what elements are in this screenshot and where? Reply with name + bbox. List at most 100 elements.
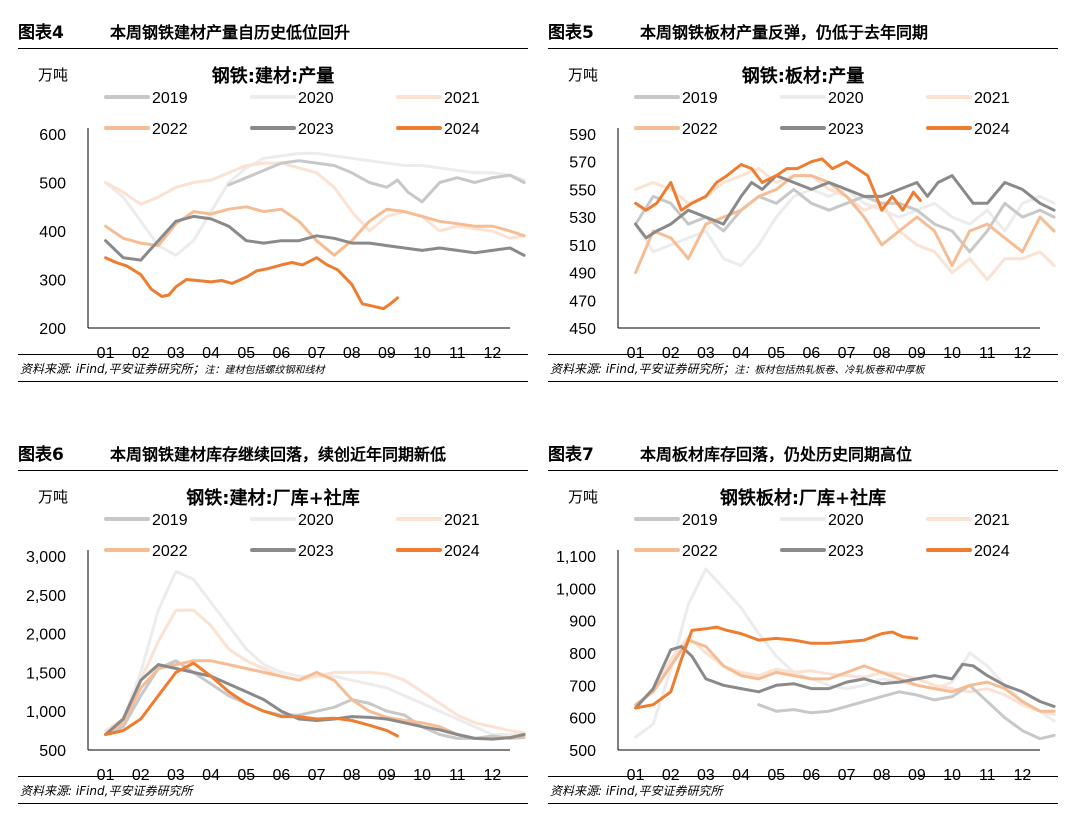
x-tick-label: 07 bbox=[838, 767, 856, 784]
x-tick-label: 09 bbox=[908, 345, 926, 362]
source-text: 资料来源: iFind,平安证券研究所 bbox=[20, 782, 192, 799]
y-tick-label: 1,100 bbox=[556, 549, 596, 566]
x-tick-label: 12 bbox=[484, 345, 502, 362]
series-line-2020 bbox=[104, 151, 526, 257]
figure-label: 图表6 bbox=[18, 445, 64, 465]
figure-header: 图表7 本周板材库存回落，仍处历史同期高位 bbox=[548, 436, 1058, 471]
x-tick-label: 10 bbox=[943, 345, 961, 362]
series-line-2020 bbox=[634, 567, 1056, 739]
y-tick-label: 3,000 bbox=[26, 549, 66, 566]
x-tick-label: 09 bbox=[908, 767, 926, 784]
x-tick-label: 05 bbox=[237, 345, 255, 362]
legend-label-2021: 2021 bbox=[444, 90, 480, 107]
y-tick-label: 500 bbox=[39, 176, 66, 193]
x-tick-label: 12 bbox=[1014, 345, 1032, 362]
x-tick-label: 06 bbox=[273, 767, 291, 784]
x-tick-label: 02 bbox=[132, 345, 150, 362]
x-tick-label: 03 bbox=[697, 767, 715, 784]
series-line-2024 bbox=[634, 625, 919, 710]
figure-title: 本周板材库存回落，仍处历史同期高位 bbox=[640, 445, 913, 464]
legend-label-2024: 2024 bbox=[444, 543, 480, 560]
legend-label-2023: 2023 bbox=[828, 543, 864, 560]
series-line-2024 bbox=[634, 157, 922, 212]
legend-label-2020: 2020 bbox=[298, 512, 334, 529]
source-label: 资料来源: iFind,平安证券研究所； bbox=[20, 362, 205, 376]
legend-label-2024: 2024 bbox=[974, 121, 1010, 138]
x-tick-label: 08 bbox=[873, 767, 891, 784]
legend-label-2022: 2022 bbox=[682, 543, 718, 560]
series-line-2022 bbox=[104, 659, 526, 740]
x-tick-label: 06 bbox=[803, 767, 821, 784]
series-line-2023 bbox=[634, 645, 1056, 710]
legend-label-2019: 2019 bbox=[152, 512, 188, 529]
y-tick-label: 500 bbox=[569, 743, 596, 760]
legend-label-2020: 2020 bbox=[828, 512, 864, 529]
x-tick-label: 05 bbox=[767, 767, 785, 784]
x-tick-label: 11 bbox=[979, 345, 996, 362]
chart-title: 钢铁:建材:产量 bbox=[212, 65, 334, 87]
source-label: 资料来源: iFind,平安证券研究所 bbox=[550, 784, 723, 798]
legend-label-2019: 2019 bbox=[152, 90, 188, 107]
figure-panel-4: 图表4 本周钢铁建材产量自历史低位回升 万吨 钢铁:建材:产量 2019 2020 2021… bbox=[18, 14, 528, 414]
y-tick-label: 300 bbox=[39, 273, 66, 290]
figure-header: 图表4 本周钢铁建材产量自历史低位回升 bbox=[18, 14, 528, 49]
source-label: 资料来源: iFind,平安证券研究所； bbox=[550, 362, 735, 376]
legend-label-2022: 2022 bbox=[152, 543, 188, 560]
series-line-2022 bbox=[104, 205, 526, 257]
x-tick-label: 11 bbox=[449, 345, 466, 362]
y-tick-label: 900 bbox=[569, 614, 596, 631]
legend-label-2019: 2019 bbox=[682, 90, 718, 107]
legend-label-2019: 2019 bbox=[682, 512, 718, 529]
line-chart: 万吨 钢铁:建材:厂库+社库 2019 2020 2021 2022 2023 2024 3,0… bbox=[26, 487, 526, 784]
line-chart: 万吨 钢铁:建材:产量 2019 2020 2021 2022 2023 2024 600 500… bbox=[38, 65, 526, 362]
series-line-2019 bbox=[757, 683, 1056, 741]
x-tick-label: 12 bbox=[484, 767, 502, 784]
source-footer: 资料来源: iFind,平安证券研究所 bbox=[18, 776, 528, 804]
series-line-2024 bbox=[104, 661, 399, 738]
x-tick-label: 09 bbox=[378, 345, 396, 362]
line-chart: 万吨 钢铁:板材:产量 2019 2020 2021 2022 2023 2024 590 570… bbox=[568, 65, 1056, 362]
x-tick-label: 09 bbox=[378, 767, 396, 784]
x-tick-label: 08 bbox=[873, 345, 891, 362]
figure-label: 图表4 bbox=[18, 23, 64, 43]
x-tick-label: 07 bbox=[308, 767, 326, 784]
x-tick-label: 01 bbox=[97, 767, 115, 784]
x-tick-label: 04 bbox=[732, 767, 750, 784]
figure-panel-5: 图表5 本周钢铁板材产量反弹，仍低于去年同期 万吨 钢铁:板材:产量 2019 2020 2… bbox=[548, 14, 1058, 414]
chart-title: 钢铁:建材:厂库+社库 bbox=[186, 487, 359, 509]
legend-label-2020: 2020 bbox=[828, 90, 864, 107]
series-line-2021 bbox=[104, 161, 526, 240]
y-tick-label: 490 bbox=[569, 266, 596, 283]
x-tick-label: 02 bbox=[662, 345, 680, 362]
y-tick-label: 450 bbox=[569, 321, 596, 338]
legend-label-2023: 2023 bbox=[828, 121, 864, 138]
series-line-2023 bbox=[634, 174, 1056, 240]
source-note: 注：建材包括螺纹钢和线材 bbox=[204, 365, 325, 376]
legend-label-2022: 2022 bbox=[152, 121, 188, 138]
x-tick-label: 01 bbox=[627, 345, 645, 362]
y-unit-label: 万吨 bbox=[568, 488, 598, 506]
series-line-2022 bbox=[634, 638, 1056, 713]
figure-title: 本周钢铁建材库存继续回落，续创近年同期新低 bbox=[110, 445, 447, 464]
figure-label: 图表7 bbox=[548, 445, 594, 465]
x-tick-label: 06 bbox=[803, 345, 821, 362]
y-tick-label: 1,000 bbox=[556, 581, 596, 598]
x-tick-label: 12 bbox=[1014, 767, 1032, 784]
legend-label-2021: 2021 bbox=[974, 512, 1010, 529]
source-footer: 资料来源: iFind,平安证券研究所 bbox=[548, 776, 1058, 804]
series-line-2023 bbox=[104, 663, 526, 741]
x-tick-label: 05 bbox=[767, 345, 785, 362]
x-tick-label: 01 bbox=[97, 345, 115, 362]
chart-title: 钢铁板材:厂库+社库 bbox=[720, 487, 886, 509]
chart-title: 钢铁:板材:产量 bbox=[742, 65, 864, 87]
y-tick-label: 2,000 bbox=[26, 627, 66, 644]
x-tick-label: 04 bbox=[202, 345, 220, 362]
y-tick-label: 600 bbox=[569, 711, 596, 728]
x-tick-label: 04 bbox=[732, 345, 750, 362]
y-unit-label: 万吨 bbox=[38, 66, 68, 84]
figure-panel-7: 图表7 本周板材库存回落，仍处历史同期高位万吨 钢铁板材:厂库+社库 2019 2020… bbox=[548, 436, 1058, 836]
source-text: 资料来源: iFind,平安证券研究所；注：建材包括螺纹钢和线材 bbox=[20, 360, 324, 377]
x-tick-label: 03 bbox=[697, 345, 715, 362]
y-tick-label: 700 bbox=[569, 678, 596, 695]
source-text: 资料来源: iFind,平安证券研究所；注：板材包括热轧板卷、冷轧板卷和中厚板 bbox=[550, 360, 924, 377]
